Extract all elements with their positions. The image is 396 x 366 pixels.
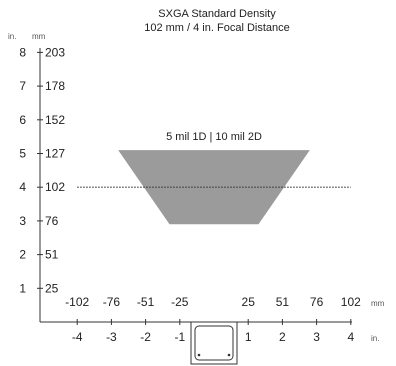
x-tick-label-inch: -3 — [106, 330, 117, 344]
x-ticks: -102 -4 -76 -3 -51 -2 -25 -1 25 1 51 2 76 3 102 4 — [65, 295, 361, 344]
read-range-area — [118, 150, 310, 225]
x-unit-mm: mm — [371, 299, 385, 308]
x-tick-label-mm: -76 — [103, 295, 121, 309]
x-tick-label-inch: -1 — [174, 330, 185, 344]
y-tick-label-mm: 102 — [45, 180, 65, 194]
y-unit-inch: in. — [8, 32, 16, 41]
x-unit-inch: in. — [371, 334, 379, 343]
x-tick-label-inch: -4 — [72, 330, 83, 344]
y-tick-label-inch: 4 — [19, 180, 26, 194]
series-label: 5 mil 1D | 10 mil 2D — [166, 131, 262, 143]
y-tick-label-mm: 203 — [45, 45, 65, 59]
y-tick-label-inch: 6 — [19, 113, 26, 127]
y-tick-label-inch: 5 — [19, 147, 26, 161]
y-tick-label-inch: 7 — [19, 79, 26, 93]
x-tick-label-mm: -51 — [137, 295, 155, 309]
x-tick-label-inch: 3 — [313, 330, 320, 344]
y-tick-label-mm: 152 — [45, 113, 65, 127]
chart-title: SXGA Standard Density — [158, 8, 276, 20]
y-tick-label-inch: 1 — [19, 281, 26, 295]
y-tick-label-inch: 2 — [19, 248, 26, 262]
y-tick-label-mm: 178 — [45, 79, 65, 93]
series-group: 5 mil 1D | 10 mil 2D — [77, 131, 351, 225]
y-tick-label-mm: 127 — [45, 147, 65, 161]
x-tick-label-inch: -2 — [140, 330, 151, 344]
x-tick-label-mm: -102 — [65, 295, 89, 309]
y-tick-label-inch: 3 — [19, 214, 26, 228]
x-tick-label-inch: 4 — [347, 330, 354, 344]
y-tick-label-mm: 76 — [45, 214, 59, 228]
y-ticks: 1 25 2 51 3 76 4 102 5 127 6 152 7 178 8 203 — [19, 45, 65, 295]
y-tick-label-mm: 51 — [45, 248, 59, 262]
y-unit-mm: mm — [32, 32, 46, 41]
y-tick-label-mm: 25 — [45, 281, 59, 295]
y-tick-label-inch: 8 — [19, 45, 26, 59]
x-tick-label-mm: 51 — [276, 295, 290, 309]
x-tick-label-mm: -25 — [171, 295, 189, 309]
chart-subtitle: 102 mm / 4 in. Focal Distance — [144, 22, 290, 34]
x-tick-label-inch: 2 — [279, 330, 286, 344]
x-tick-label-mm: 76 — [310, 295, 324, 309]
x-tick-label-mm: 25 — [242, 295, 256, 309]
x-tick-label-inch: 1 — [245, 330, 252, 344]
x-tick-label-mm: 102 — [341, 295, 361, 309]
scanner-icon — [190, 321, 238, 365]
